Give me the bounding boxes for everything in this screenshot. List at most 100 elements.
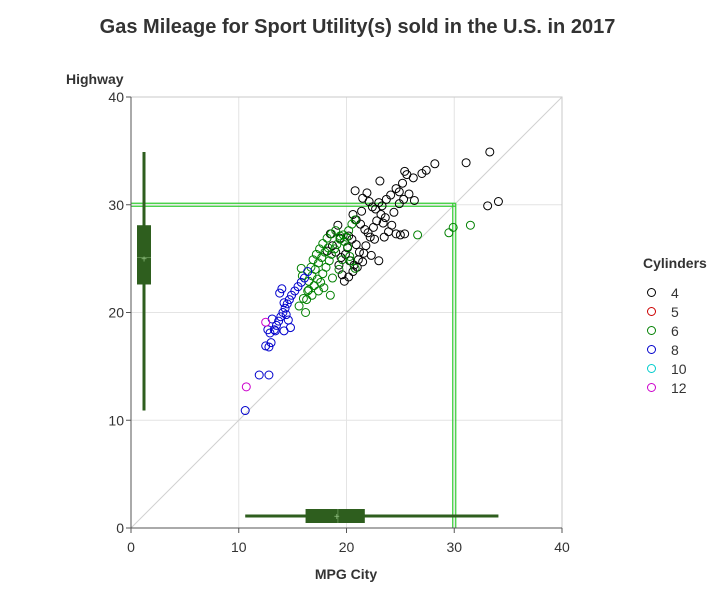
data-point-8-cyl bbox=[264, 342, 274, 352]
legend-label: 4 bbox=[671, 285, 679, 301]
data-point-4-cyl bbox=[364, 197, 374, 207]
y-tick-label: 20 bbox=[108, 305, 124, 321]
data-point-4-cyl bbox=[408, 173, 418, 183]
data-point-4-cyl bbox=[334, 260, 344, 270]
data-point-6-cyl bbox=[335, 231, 345, 241]
data-point-4-cyl bbox=[421, 165, 431, 175]
data-point-8-cyl bbox=[240, 406, 250, 416]
data-point-8-cyl bbox=[284, 295, 294, 305]
data-point-4-cyl bbox=[379, 232, 389, 242]
data-point-4-cyl bbox=[371, 204, 381, 214]
data-point-4-cyl bbox=[375, 176, 385, 186]
legend-label: 8 bbox=[671, 342, 679, 358]
data-point-4-cyl bbox=[365, 232, 375, 242]
data-point-6-cyl bbox=[444, 228, 454, 238]
data-point-6-cyl bbox=[324, 256, 334, 266]
data-point-6-cyl bbox=[332, 240, 342, 250]
y-tick-label: 0 bbox=[116, 520, 124, 536]
data-point-6-cyl bbox=[465, 220, 475, 230]
data-point-4-cyl bbox=[372, 216, 382, 226]
data-point-6-cyl bbox=[304, 285, 314, 295]
legend-marker-icon bbox=[647, 345, 656, 354]
x-tick-label: 30 bbox=[446, 539, 462, 555]
y-axis-label: Highway bbox=[66, 71, 124, 87]
data-point-6-cyl bbox=[339, 236, 349, 246]
data-point-4-cyl bbox=[360, 225, 370, 235]
chart-title: Gas Mileage for Sport Utility(s) sold in… bbox=[99, 16, 616, 38]
data-point-4-cyl bbox=[354, 247, 364, 257]
data-point-4-cyl bbox=[362, 188, 372, 198]
data-point-6-cyl bbox=[319, 283, 329, 293]
data-point-6-cyl bbox=[343, 242, 353, 252]
data-point-6-cyl bbox=[316, 277, 326, 287]
legend-label: 6 bbox=[671, 323, 679, 339]
x-tick-label: 40 bbox=[554, 539, 570, 555]
data-point-8-cyl bbox=[275, 288, 285, 298]
data-point-8-cyl bbox=[279, 298, 289, 308]
data-point-4-cyl bbox=[357, 206, 367, 216]
data-point-4-cyl bbox=[337, 270, 347, 280]
legend-marker-icon bbox=[647, 364, 656, 373]
data-point-8-cyl bbox=[277, 284, 287, 294]
data-point-6-cyl bbox=[345, 251, 355, 261]
data-point-4-cyl bbox=[352, 262, 362, 272]
data-point-4-cyl bbox=[400, 229, 410, 239]
data-point-6-cyl bbox=[330, 244, 340, 254]
data-point-6-cyl bbox=[294, 301, 304, 311]
data-point-4-cyl bbox=[344, 231, 354, 241]
data-point-4-cyl bbox=[361, 241, 371, 251]
y-box bbox=[137, 225, 151, 285]
data-point-4-cyl bbox=[493, 197, 503, 207]
data-point-4-cyl bbox=[389, 207, 399, 217]
data-point-4-cyl bbox=[363, 228, 373, 238]
tick-labels: 0 10 20 30 40 0 10 20 30 40 bbox=[108, 89, 570, 555]
data-point-6-cyl bbox=[315, 244, 325, 254]
data-point-6-cyl bbox=[311, 249, 321, 259]
data-point-8-cyl bbox=[281, 310, 291, 320]
data-point-12-cyl bbox=[261, 317, 271, 327]
legend-marker-icon bbox=[647, 383, 656, 392]
data-point-4-cyl bbox=[386, 190, 396, 200]
data-point-6-cyl bbox=[346, 256, 356, 266]
data-point-6-cyl bbox=[325, 290, 335, 300]
data-point-4-cyl bbox=[461, 158, 471, 168]
y-box-mean-marker: + bbox=[141, 255, 147, 266]
legend-marker-icon bbox=[647, 288, 656, 297]
legend-title: Cylinders bbox=[643, 255, 707, 271]
data-point-4-cyl bbox=[430, 159, 440, 169]
marginal-boxplots: ++ bbox=[137, 151, 499, 523]
data-point-6-cyl bbox=[303, 286, 313, 296]
data-point-6-cyl bbox=[327, 273, 337, 283]
data-point-4-cyl bbox=[485, 147, 495, 157]
legend-marker-icon bbox=[647, 326, 656, 335]
data-point-6-cyl bbox=[331, 226, 341, 236]
x-box bbox=[305, 509, 365, 523]
x-box-mean-marker: + bbox=[334, 512, 340, 523]
data-point-4-cyl bbox=[378, 218, 388, 228]
data-point-8-cyl bbox=[254, 370, 264, 380]
data-point-4-cyl bbox=[358, 257, 368, 267]
data-point-6-cyl bbox=[350, 263, 360, 273]
data-point-6-cyl bbox=[312, 274, 322, 284]
legend-label: 12 bbox=[671, 380, 687, 396]
data-point-4-cyl bbox=[399, 194, 409, 204]
data-point-6-cyl bbox=[313, 286, 323, 296]
x-tick-label: 20 bbox=[339, 539, 355, 555]
data-points bbox=[240, 147, 503, 416]
data-point-4-cyl bbox=[398, 178, 408, 188]
data-point-8-cyl bbox=[283, 315, 293, 325]
x-axis-label: MPG City bbox=[314, 566, 378, 582]
x-tick-label: 0 bbox=[127, 539, 135, 555]
data-point-6-cyl bbox=[337, 255, 347, 265]
reference-diagonal-line bbox=[130, 96, 563, 529]
data-point-6-cyl bbox=[320, 247, 330, 257]
y-tick-label: 40 bbox=[108, 89, 124, 105]
data-point-6-cyl bbox=[317, 253, 327, 263]
y-tick-label: 10 bbox=[108, 412, 124, 428]
data-point-6-cyl bbox=[448, 222, 458, 232]
data-point-6-cyl bbox=[413, 230, 423, 240]
data-point-4-cyl bbox=[483, 201, 493, 211]
data-point-8-cyl bbox=[266, 338, 276, 348]
data-point-4-cyl bbox=[366, 250, 376, 260]
